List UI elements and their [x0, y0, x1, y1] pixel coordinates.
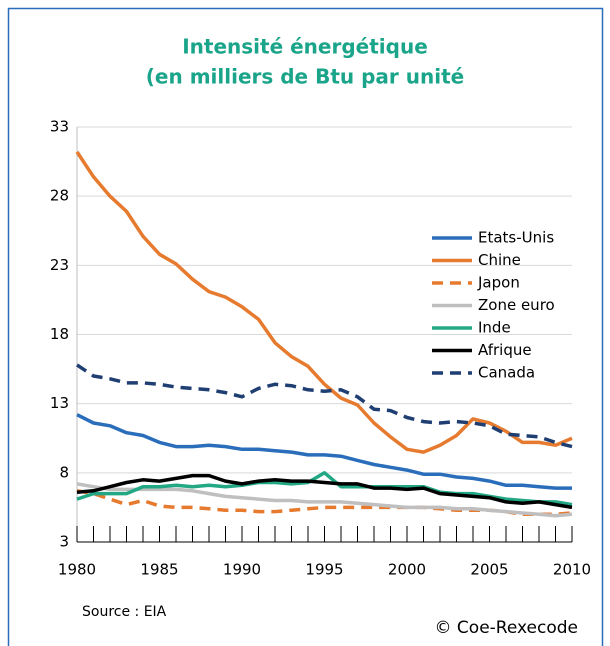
x-tick-label: 1980 [58, 561, 96, 579]
series-line [76, 482, 573, 518]
chart-title: Intensité énergétique [182, 35, 428, 59]
legend-label: Etats-Unis [478, 229, 554, 247]
y-tick-label: 23 [50, 256, 69, 274]
legend-label: Zone euro [478, 296, 555, 314]
y-tick-label: 3 [59, 533, 69, 551]
x-tick-label: 2010 [553, 561, 591, 579]
y-tick-label: 28 [50, 187, 69, 205]
x-tick-label: 1985 [140, 561, 178, 579]
frame [7, 7, 604, 646]
x-tick-label: 1995 [305, 561, 343, 579]
x-tick-label: 2000 [388, 561, 426, 579]
chart-title: (en milliers de Btu par unité [146, 65, 464, 89]
y-tick-label: 13 [50, 394, 69, 412]
legend-label: Japon [477, 274, 520, 292]
legend-label: Afrique [478, 341, 532, 359]
legend-label: Inde [478, 319, 511, 337]
legend-label: Canada [478, 364, 535, 382]
x-tick-label: 1990 [223, 561, 261, 579]
legend-label: Chine [478, 251, 521, 269]
source: Source : EIA [82, 604, 167, 620]
y-tick-label: 18 [50, 325, 69, 343]
y-tick-label: 8 [59, 463, 69, 481]
x-tick-label: 2005 [470, 561, 508, 579]
series-line [76, 473, 573, 510]
series-line [75, 150, 573, 454]
credit: © Coe-Rexecode [435, 618, 578, 638]
y-tick-label: 33 [50, 118, 69, 136]
series-line [76, 363, 573, 449]
series-line [76, 413, 572, 490]
